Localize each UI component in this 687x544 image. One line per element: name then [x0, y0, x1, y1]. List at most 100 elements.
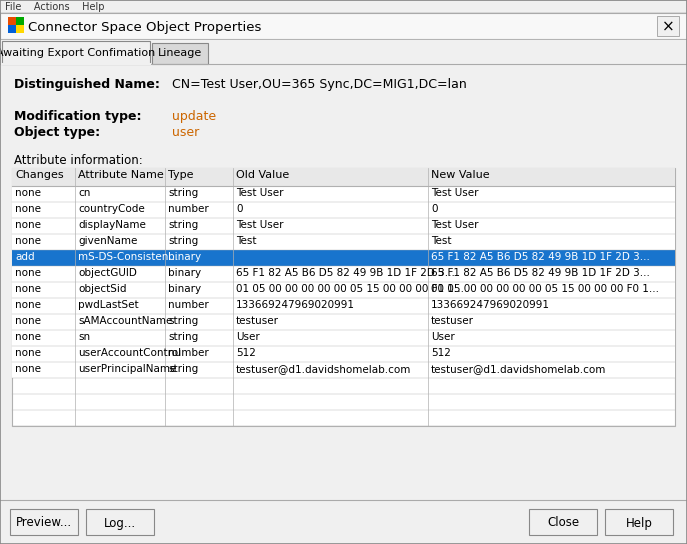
Bar [12, 314, 675, 330]
Text: binary: binary [168, 252, 201, 262]
Bar [12, 186, 675, 202]
Bar [8, 25, 16, 33]
Text: none: none [15, 268, 41, 278]
Text: User: User [236, 332, 260, 342]
Text: Connector Space Object Properties: Connector Space Object Properties [28, 21, 261, 34]
Bar [657, 16, 679, 36]
Text: none: none [15, 284, 41, 294]
Text: Test User: Test User [431, 188, 479, 198]
Text: Lineage: Lineage [158, 48, 202, 58]
Text: Changes: Changes [15, 170, 64, 180]
Text: sn: sn [78, 332, 90, 342]
Text: Test User: Test User [236, 220, 284, 230]
Bar [12, 168, 675, 186]
Text: 01 05 00 00 00 00 00 05 15 00 00 00 F0 1...: 01 05 00 00 00 00 00 05 15 00 00 00 F0 1… [236, 284, 464, 294]
Text: binary: binary [168, 268, 201, 278]
Bar [12, 266, 675, 282]
Bar [12, 168, 675, 426]
Bar [12, 250, 675, 266]
Text: add: add [15, 252, 34, 262]
Text: sAMAccountName: sAMAccountName [78, 316, 172, 326]
Text: Test: Test [236, 236, 256, 246]
Text: 133669247969020991: 133669247969020991 [236, 300, 355, 310]
Bar [12, 330, 675, 346]
Bar [2, 41, 150, 64]
Text: string: string [168, 220, 199, 230]
Text: none: none [15, 316, 41, 326]
Text: 01 05 00 00 00 00 00 05 15 00 00 00 F0 1...: 01 05 00 00 00 00 00 05 15 00 00 00 F0 1… [431, 284, 659, 294]
Text: objectSid: objectSid [78, 284, 126, 294]
Bar [16, 17, 24, 25]
Text: 133669247969020991: 133669247969020991 [431, 300, 550, 310]
Text: testuser: testuser [431, 316, 474, 326]
Text: Log...: Log... [104, 516, 136, 529]
Text: Object type:: Object type: [14, 126, 100, 139]
Text: 512: 512 [431, 348, 451, 358]
Text: update: update [172, 110, 216, 123]
Bar [12, 282, 675, 298]
Text: Type: Type [168, 170, 194, 180]
Text: number: number [168, 348, 209, 358]
Text: Attribute Name: Attribute Name [78, 170, 164, 180]
Text: CN=Test User,OU=365 Sync,DC=MIG1,DC=lan: CN=Test User,OU=365 Sync,DC=MIG1,DC=lan [172, 78, 466, 91]
Bar [12, 202, 675, 218]
Text: givenName: givenName [78, 236, 137, 246]
Text: 512: 512 [236, 348, 256, 358]
Bar [152, 43, 208, 64]
Text: none: none [15, 364, 41, 374]
Bar [0, 500, 687, 544]
Text: string: string [168, 364, 199, 374]
Text: 0: 0 [236, 204, 243, 214]
Text: Preview...: Preview... [16, 516, 72, 529]
Text: string: string [168, 316, 199, 326]
Text: Test User: Test User [431, 220, 479, 230]
Text: Test User: Test User [236, 188, 284, 198]
Text: none: none [15, 220, 41, 230]
Text: none: none [15, 300, 41, 310]
Bar [12, 298, 675, 314]
Text: User: User [431, 332, 455, 342]
Text: Test: Test [431, 236, 451, 246]
Bar [86, 509, 154, 535]
Text: 65 F1 82 A5 B6 D5 82 49 9B 1D 1F 2D 3...: 65 F1 82 A5 B6 D5 82 49 9B 1D 1F 2D 3... [431, 252, 650, 262]
Text: none: none [15, 204, 41, 214]
Text: 65 F1 82 A5 B6 D5 82 49 9B 1D 1F 2D 3...: 65 F1 82 A5 B6 D5 82 49 9B 1D 1F 2D 3... [236, 268, 455, 278]
Text: ×: × [662, 20, 675, 34]
Text: number: number [168, 204, 209, 214]
Text: 0: 0 [431, 204, 438, 214]
Text: File    Actions    Help: File Actions Help [5, 2, 104, 12]
Text: string: string [168, 188, 199, 198]
Text: user: user [172, 126, 199, 139]
Text: cn: cn [78, 188, 91, 198]
Text: Help: Help [626, 516, 653, 529]
Bar [12, 218, 675, 234]
Bar [12, 234, 675, 250]
Text: 65 F1 82 A5 B6 D5 82 49 9B 1D 1F 2D 3...: 65 F1 82 A5 B6 D5 82 49 9B 1D 1F 2D 3... [431, 268, 650, 278]
Text: number: number [168, 300, 209, 310]
Text: objectGUID: objectGUID [78, 268, 137, 278]
Text: string: string [168, 332, 199, 342]
Text: none: none [15, 348, 41, 358]
Text: Old Value: Old Value [236, 170, 289, 180]
Text: Distinguished Name:: Distinguished Name: [14, 78, 160, 91]
Bar [0, 13, 687, 39]
Text: Attribute information:: Attribute information: [14, 154, 143, 167]
Text: Modification type:: Modification type: [14, 110, 142, 123]
Text: binary: binary [168, 284, 201, 294]
Bar [12, 346, 675, 362]
Text: testuser@d1.davidshomelab.com: testuser@d1.davidshomelab.com [236, 364, 412, 374]
Bar [0, 0, 687, 13]
Bar [12, 362, 675, 378]
Bar [10, 509, 78, 535]
Bar [0, 39, 687, 64]
Text: none: none [15, 188, 41, 198]
Text: testuser: testuser [236, 316, 279, 326]
Text: Awaiting Export Confimation: Awaiting Export Confimation [0, 48, 156, 58]
Text: userPrincipalName: userPrincipalName [78, 364, 177, 374]
Bar [529, 509, 597, 535]
Text: mS-DS-Consisten...: mS-DS-Consisten... [78, 252, 179, 262]
Text: New Value: New Value [431, 170, 490, 180]
Text: userAccountControl: userAccountControl [78, 348, 181, 358]
Text: countryCode: countryCode [78, 204, 145, 214]
Text: testuser@d1.davidshomelab.com: testuser@d1.davidshomelab.com [431, 364, 607, 374]
